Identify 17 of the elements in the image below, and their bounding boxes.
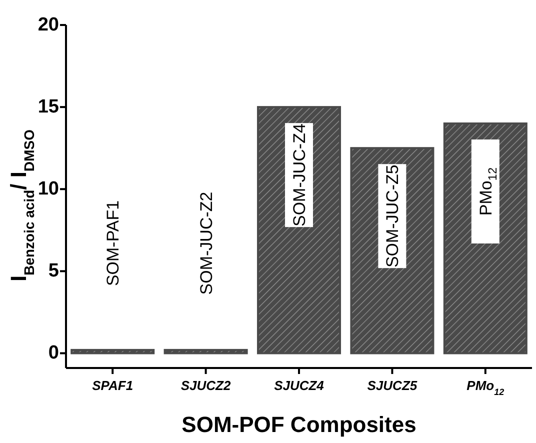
y-tick-label: 5	[48, 260, 60, 282]
bar	[70, 348, 155, 354]
annotation: SOM-PAF1	[103, 200, 122, 286]
x-axis-title: SOM-POF Composites	[182, 412, 416, 437]
annotation: SOM-JUC-Z5	[382, 164, 402, 268]
x-tick-label: PMo$_{12}$	[466, 378, 504, 397]
annotation: SOM-JUC-Z2	[196, 192, 216, 295]
bar	[164, 348, 248, 354]
annotation: SOM-JUC-Z4	[290, 124, 308, 227]
x-tick-label: SPAF1	[92, 378, 134, 393]
x-tick-label: SJUCZ4	[274, 378, 325, 393]
y-tick-label: 10	[38, 178, 59, 200]
y-tick-label: 20	[38, 14, 59, 36]
x-tick-label: SJUCZ2	[180, 378, 232, 393]
y-tick-label: 0	[48, 342, 59, 364]
x-tick-label: SJUCZ5	[367, 378, 418, 393]
y-tick-label: 15	[38, 96, 60, 118]
